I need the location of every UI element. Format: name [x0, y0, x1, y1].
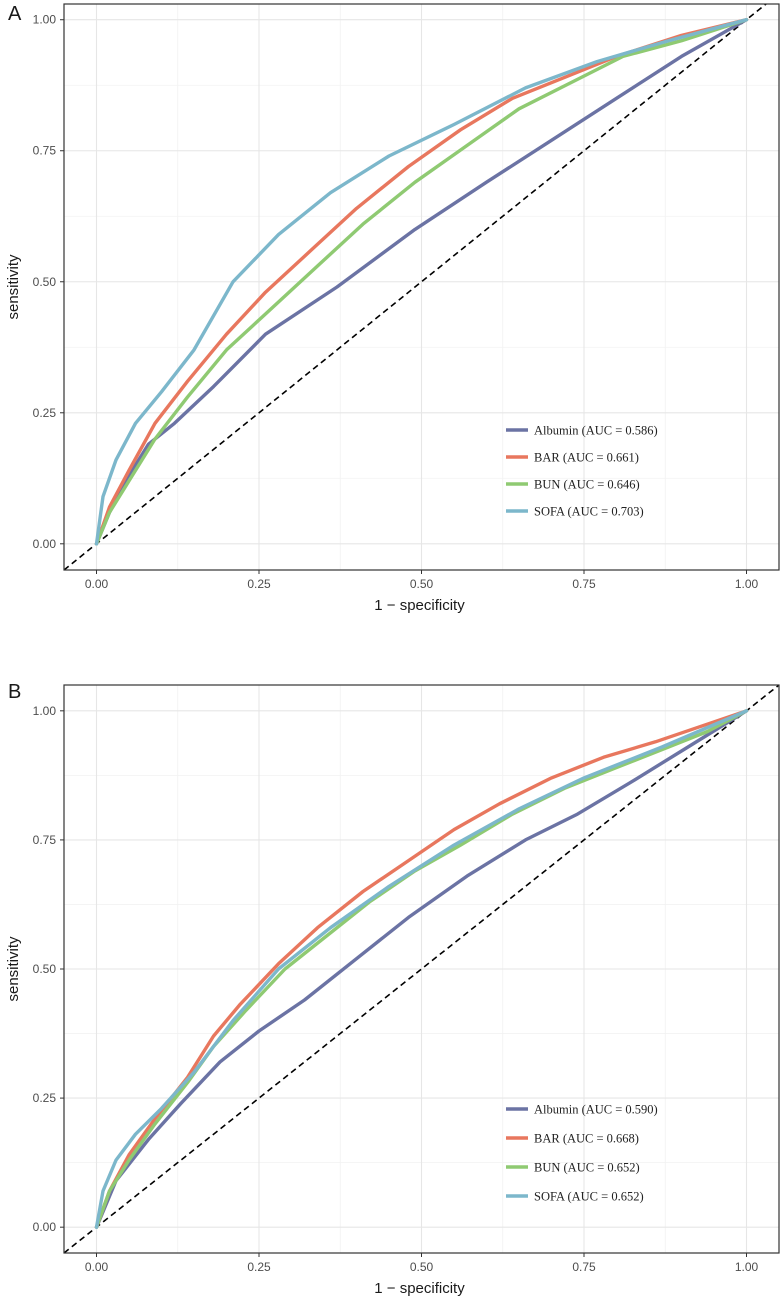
y-tick-label: 0.00	[33, 1220, 57, 1234]
x-tick-label: 0.75	[572, 577, 596, 591]
x-axis-title: 1 − specificity	[374, 597, 465, 614]
x-axis-title: 1 − specificity	[374, 1280, 465, 1297]
panel-b-tag: B	[8, 681, 21, 703]
panel-a-tag: A	[8, 3, 22, 25]
y-tick-label: 0.25	[33, 1091, 57, 1105]
x-tick-label: 1.00	[735, 577, 759, 591]
x-tick-label: 0.25	[247, 1260, 271, 1274]
roc-curve-sofa	[94, 18, 749, 546]
x-tick-label: 0.25	[247, 577, 271, 591]
legend-label-albumin: Albumin (AUC = 0.586)	[534, 424, 658, 438]
y-tick-label: 0.25	[33, 406, 57, 420]
x-tick-label: 0.00	[85, 577, 109, 591]
x-tick-label: 1.00	[735, 1260, 759, 1274]
x-tick-label: 0.50	[410, 1260, 434, 1274]
legend: Albumin (AUC = 0.590) BAR (AUC = 0.668) BU…	[506, 1103, 658, 1204]
y-tick-label: 0.75	[33, 833, 57, 847]
y-tick-label: 0.50	[33, 275, 57, 289]
panel-a: A 0.00 0.00 0.25 0.25 0.50 0.50 0.75 0.75 1.00 1.…	[5, 3, 780, 614]
legend: Albumin (AUC = 0.586) BAR (AUC = 0.661) BU…	[506, 424, 658, 519]
y-axis-title: sensitivity	[5, 936, 22, 1002]
legend-label-bun: BUN (AUC = 0.646)	[534, 478, 640, 492]
plot-area	[64, 4, 768, 570]
y-tick-label: 1.00	[33, 704, 57, 718]
legend-label-bar: BAR (AUC = 0.668)	[534, 1132, 639, 1146]
legend-label-bar: BAR (AUC = 0.661)	[534, 451, 639, 465]
plot-area	[64, 685, 779, 1253]
roc-curve-albumin	[94, 18, 749, 546]
legend-label-bun: BUN (AUC = 0.652)	[534, 1161, 640, 1175]
panel-b: B 0.00 0.00 0.25 0.25 0.50 0.50 0.75 0.75 1.00 1.…	[5, 681, 780, 1297]
roc-curve-bar	[94, 18, 749, 546]
reference-diagonal	[64, 4, 768, 570]
y-axis-title: sensitivity	[5, 254, 22, 320]
legend-label-albumin: Albumin (AUC = 0.590)	[534, 1103, 658, 1117]
y-tick-label: 0.00	[33, 537, 57, 551]
y-tick-label: 1.00	[33, 13, 57, 27]
legend-label-sofa: SOFA (AUC = 0.652)	[534, 1190, 644, 1204]
roc-curve-bun	[94, 709, 749, 1229]
x-tick-label: 0.75	[572, 1260, 596, 1274]
x-tick-label: 0.00	[85, 1260, 109, 1274]
roc-curve-bun	[94, 18, 749, 546]
reference-diagonal	[64, 685, 779, 1253]
legend-label-sofa: SOFA (AUC = 0.703)	[534, 505, 644, 519]
roc-curve-albumin	[94, 709, 749, 1229]
roc-curve-sofa	[94, 709, 749, 1229]
y-tick-label: 0.75	[33, 144, 57, 158]
roc-curve-bar	[94, 709, 749, 1229]
y-tick-label: 0.50	[33, 962, 57, 976]
x-tick-label: 0.50	[410, 577, 434, 591]
